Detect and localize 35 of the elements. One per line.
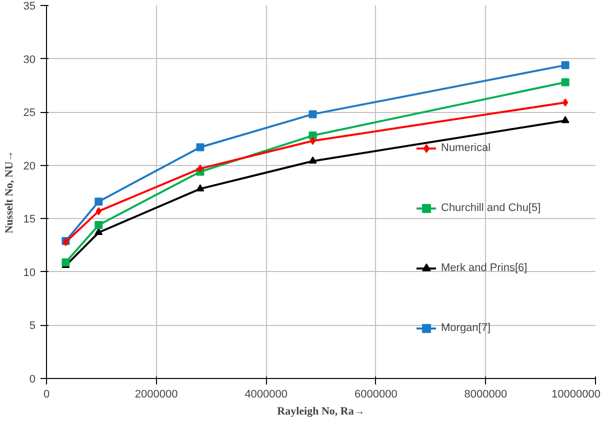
- point: [94, 221, 103, 230]
- x-tick-label: 0: [43, 388, 50, 400]
- point: [94, 198, 103, 206]
- y-tick-label: 10: [23, 266, 36, 279]
- y-tick-label: 5: [29, 320, 36, 332]
- legend-label: Merk and Prins[6]: [441, 262, 528, 274]
- y-axis-title: Nusselt No, NU→: [3, 150, 16, 234]
- legend-label: Numerical: [441, 142, 491, 154]
- x-tick-label: 2000000: [134, 388, 178, 400]
- point: [196, 143, 204, 152]
- point: [196, 184, 204, 192]
- x-tick-label: 6000000: [354, 388, 398, 400]
- point: [310, 136, 316, 145]
- x-tick-label: 8000000: [464, 388, 508, 400]
- y-tick-label: 20: [23, 160, 36, 172]
- y-tick-label: 35: [23, 0, 36, 12]
- point: [96, 207, 102, 216]
- point: [562, 98, 568, 106]
- x-tick-label: 4000000: [244, 388, 288, 400]
- x-tick-label: 10000000: [552, 388, 601, 400]
- y-tick-label: 25: [23, 107, 36, 120]
- x-axis-title: Rayleigh No, Ra→: [277, 406, 365, 418]
- point: [561, 61, 570, 70]
- point: [62, 258, 70, 266]
- legend-label: Churchill and Chu[5]: [441, 202, 541, 214]
- y-tick-label: 0: [29, 374, 36, 386]
- point: [561, 116, 570, 124]
- legend-label: Morgan[7]: [441, 322, 491, 334]
- point: [561, 78, 570, 86]
- point: [308, 110, 317, 118]
- point: [308, 156, 317, 164]
- point: [308, 132, 317, 140]
- y-tick-label: 30: [23, 54, 36, 66]
- point: [197, 164, 204, 173]
- y-tick-label: 15: [23, 214, 36, 226]
